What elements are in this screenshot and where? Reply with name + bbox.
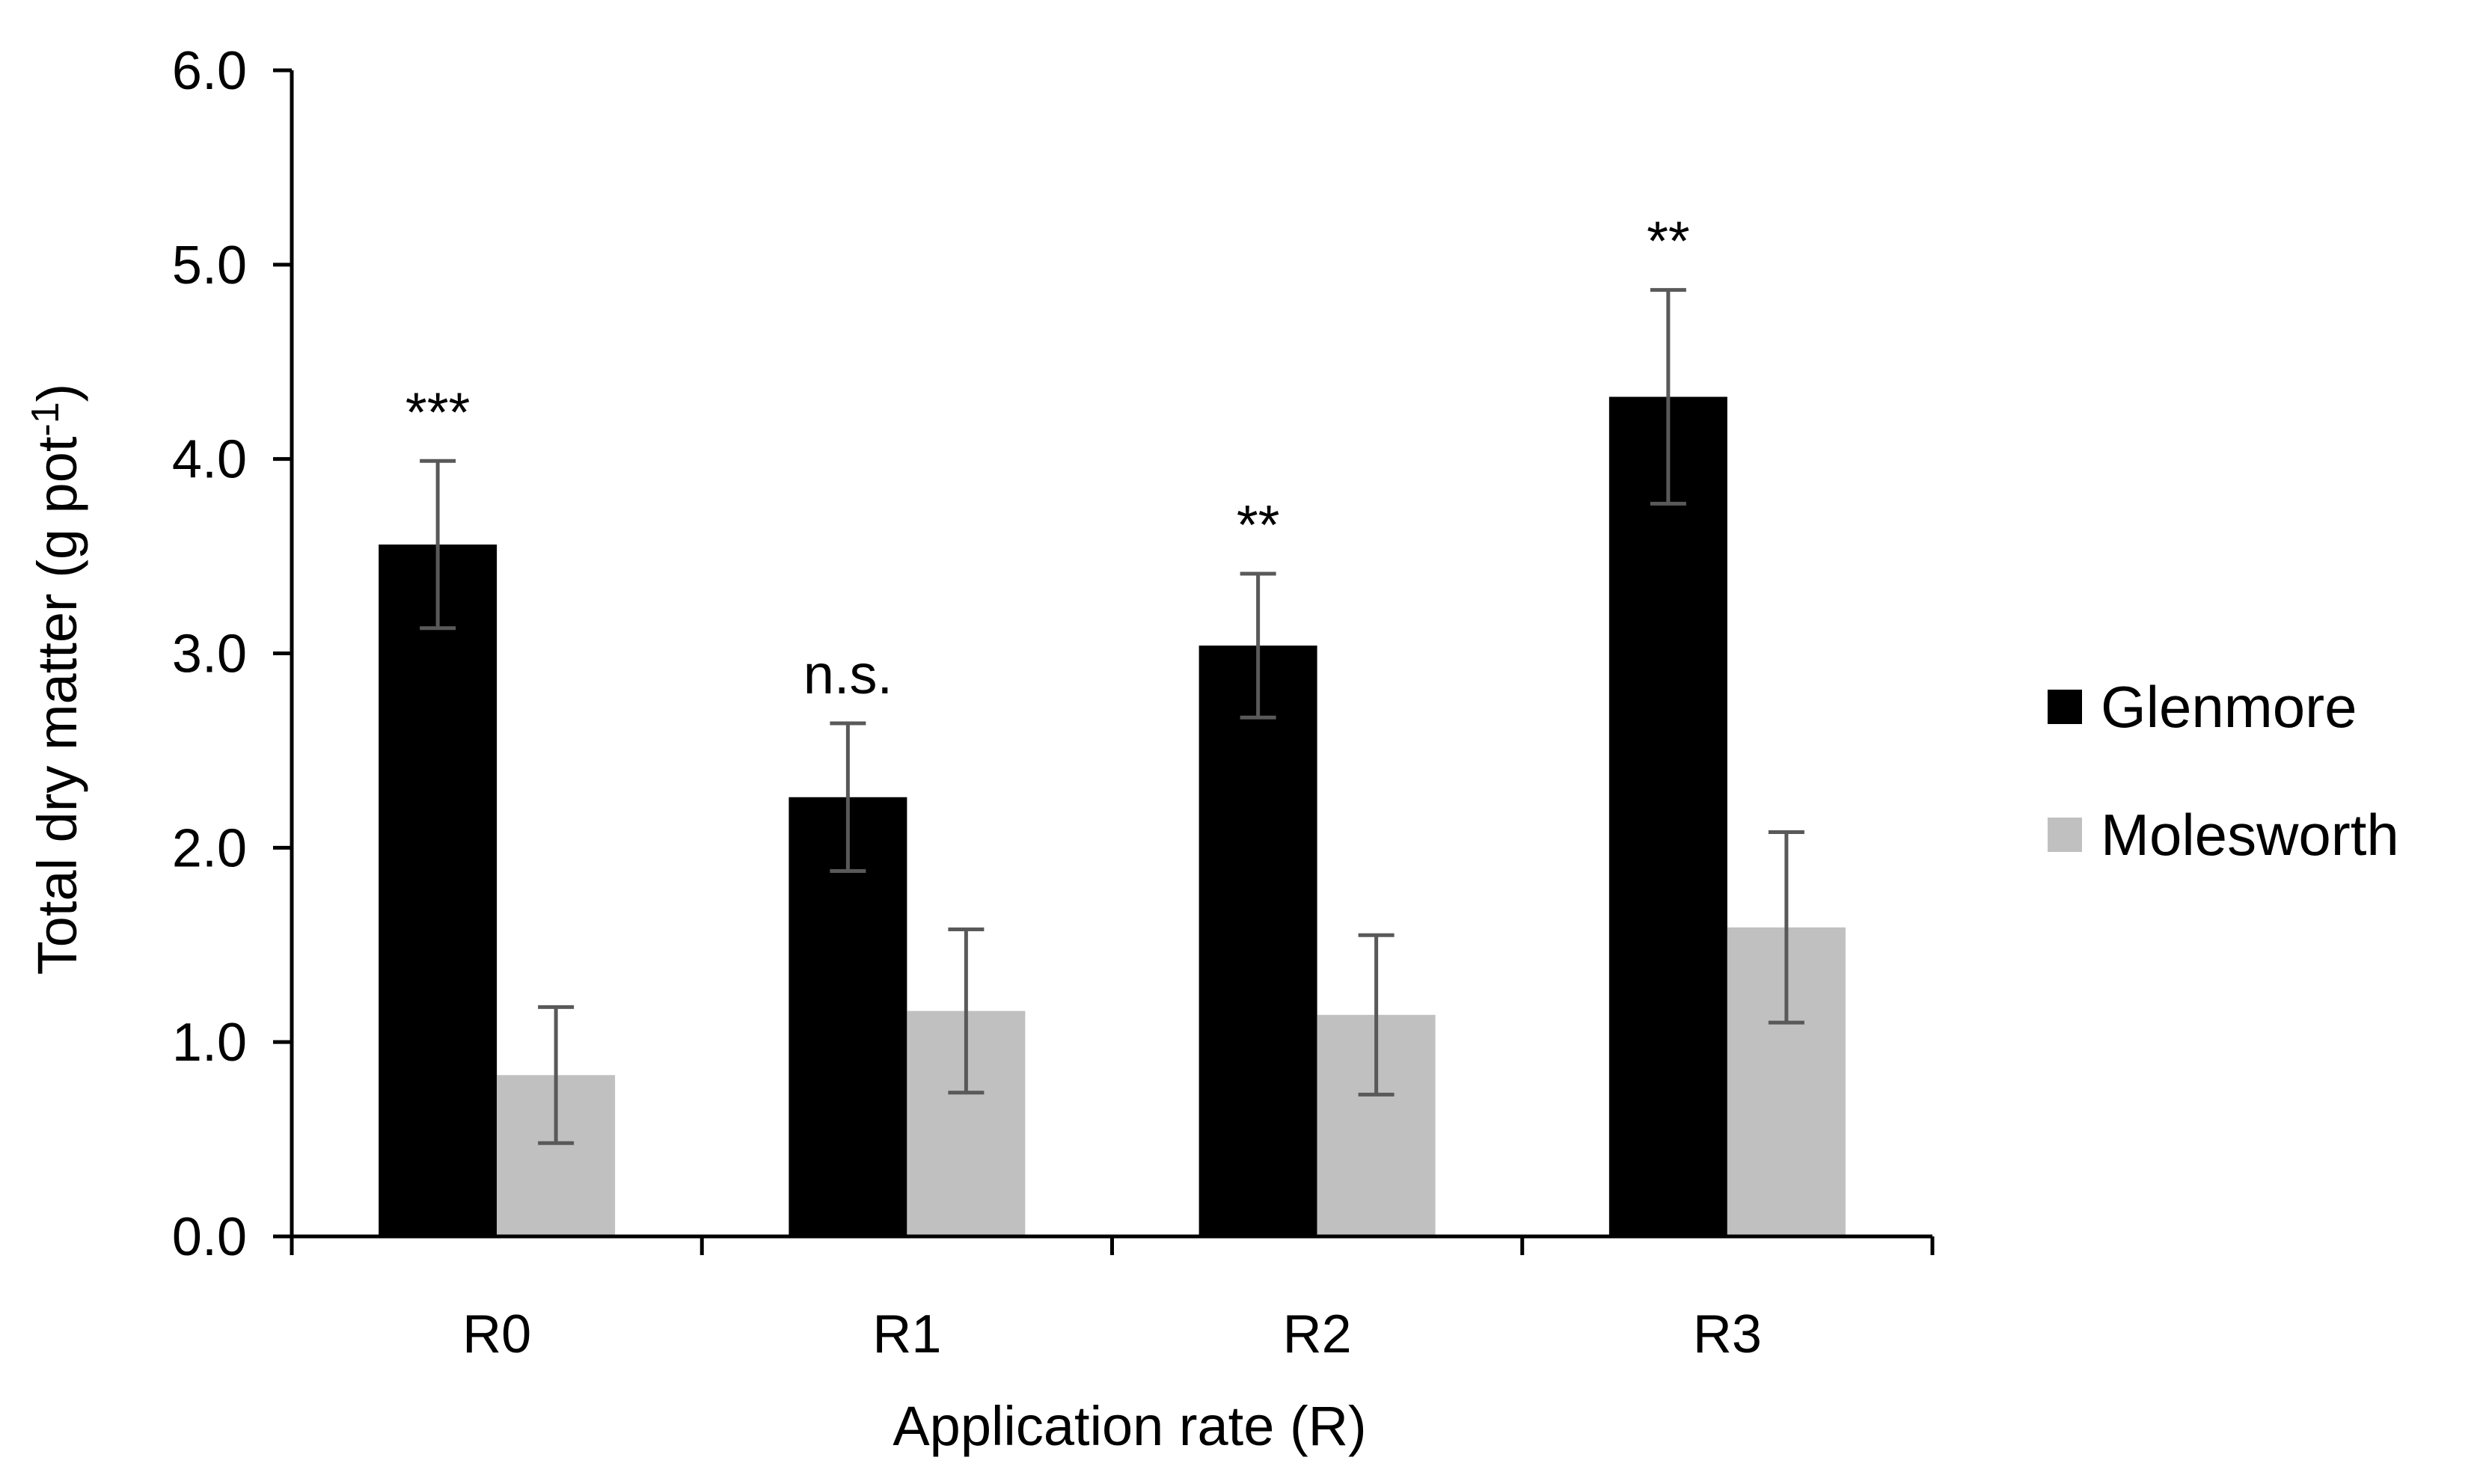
legend-swatch-glenmore (2048, 690, 2082, 724)
error-bar-glenmore-r0 (420, 459, 456, 631)
y-tick-label: 6.0 (172, 41, 247, 101)
y-tick-label: 1.0 (172, 1013, 247, 1073)
error-bar-molesworth-r2 (1358, 933, 1394, 1097)
significance-label-r0: *** (405, 381, 470, 443)
x-tick-label-r1: R1 (872, 1304, 941, 1364)
significance-label-r1: n.s. (803, 643, 893, 705)
y-tick-label: 5.0 (172, 236, 247, 295)
error-bar-glenmore-r1 (830, 721, 866, 874)
error-bar-glenmore-r3 (1650, 288, 1686, 506)
significance-label-r3: ** (1647, 210, 1690, 272)
bar-glenmore-r0 (379, 544, 498, 1236)
y-tick-label: 0.0 (172, 1207, 247, 1267)
legend: Glenmore Molesworth (2048, 674, 2399, 868)
labels-layer: *** R0 n.s. R1 ** R2 ** R3 0.0 1.0 2.0 3.0 4.0 5.0 6.0 (172, 41, 1762, 1364)
legend-label-glenmore: Glenmore (2101, 674, 2357, 740)
x-tick-label-r2: R2 (1283, 1304, 1352, 1364)
y-tick-label: 4.0 (172, 430, 247, 490)
error-bar-glenmore-r2 (1240, 571, 1276, 720)
y-axis-title-superscript: -1 (24, 402, 67, 436)
y-axis-title: Total dry matter (g pot-1) (24, 384, 88, 975)
y-axis-title-main: Total dry matter (g pot (26, 436, 88, 975)
error-bar-molesworth-r1 (948, 927, 985, 1095)
x-tick-label-r3: R3 (1693, 1304, 1762, 1364)
axes-layer (273, 68, 1935, 1255)
bar-glenmore-r2 (1198, 646, 1317, 1236)
y-tick-label: 3.0 (172, 625, 247, 684)
y-tick-label: 2.0 (172, 818, 247, 878)
bar-glenmore-r3 (1608, 396, 1727, 1236)
x-axis-title: Application rate (R) (893, 1395, 1366, 1457)
x-tick-label-r0: R0 (462, 1304, 531, 1364)
error-bars-layer (420, 288, 1804, 1145)
significance-label-r2: ** (1237, 494, 1280, 556)
legend-label-molesworth: Molesworth (2101, 802, 2399, 868)
bars-layer (379, 396, 1846, 1236)
error-bar-molesworth-r0 (538, 1005, 575, 1145)
error-bar-molesworth-r3 (1768, 830, 1804, 1025)
y-axis-title-close: ) (26, 384, 88, 402)
legend-swatch-molesworth (2048, 818, 2082, 852)
